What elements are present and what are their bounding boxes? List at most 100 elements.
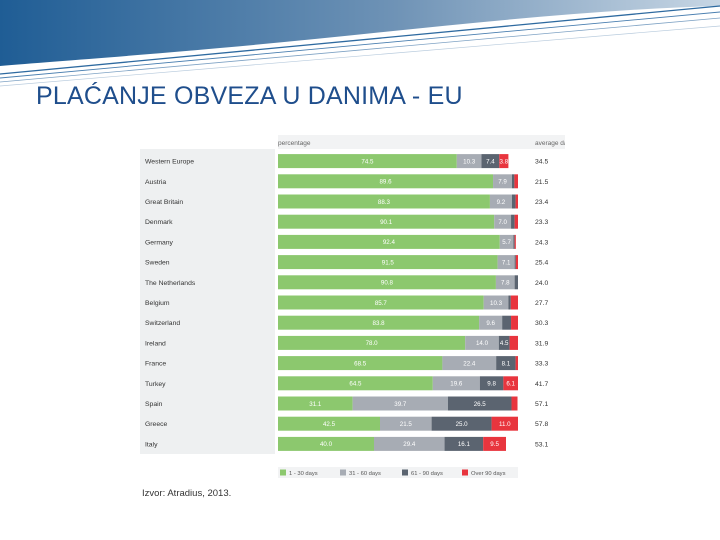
average-days-value: 34.5: [535, 159, 548, 166]
bar-segment: [431, 416, 492, 431]
bar-segment: [514, 214, 518, 229]
legend-swatch: [340, 469, 346, 476]
bar-segment: [278, 315, 480, 330]
bar-segment: [514, 234, 516, 249]
average-days-value: 24.3: [535, 239, 548, 246]
category-label: Italy: [145, 441, 158, 448]
bar-segment: [514, 275, 518, 290]
category-label: France: [145, 361, 166, 368]
bar-segment: [512, 174, 515, 189]
category-label: Switzerland: [145, 320, 180, 327]
category-label: Germany: [145, 239, 174, 246]
bar-segment: [278, 356, 443, 371]
category-label: Spain: [145, 401, 163, 408]
data-label: 7.8: [501, 280, 510, 287]
swoosh-band: [0, 0, 720, 66]
data-label: 6.1: [506, 381, 515, 388]
bar-segment: [479, 315, 503, 330]
data-label: 10.3: [463, 158, 476, 165]
legend-band: [278, 467, 518, 478]
category-label: Greece: [145, 421, 168, 428]
bar-segment: [447, 396, 512, 411]
data-label: 92.4: [383, 239, 396, 246]
bar-segment: [508, 295, 511, 310]
bar-segment: [496, 356, 516, 371]
data-label: 5.7: [502, 239, 511, 246]
data-label: 8.1: [502, 360, 511, 367]
bar-segment: [465, 335, 499, 350]
data-label: 9.2: [497, 199, 506, 206]
data-label: 29.4: [403, 441, 416, 448]
bar-segment: [442, 356, 497, 371]
average-days-value: 21.5: [535, 179, 548, 186]
data-label: 14.0: [476, 340, 489, 347]
percentage-header: percentage: [278, 140, 311, 147]
data-label: 91.5: [382, 259, 395, 266]
bar-segment: [495, 275, 515, 290]
bar-segment: [278, 194, 490, 209]
average-days-value: 27.7: [535, 300, 548, 307]
category-label: Austria: [145, 179, 166, 186]
data-label: 83.8: [373, 320, 386, 327]
bar-segment: [479, 376, 504, 391]
slide-title: PLAĆANJE OBVEZA U DANIMA - EU: [36, 82, 463, 110]
average-days-value: 31.9: [535, 340, 548, 347]
average-days-value: 57.8: [535, 421, 548, 428]
bar-segment: [493, 174, 512, 189]
bar-segment: [352, 396, 448, 411]
source-note: Izvor: Atradius, 2013.: [142, 488, 232, 499]
data-label: 25.0: [456, 421, 469, 428]
swoosh-line: [0, 17, 720, 83]
bar-segment: [483, 295, 509, 310]
bar-segment: [380, 416, 432, 431]
legend-swatch: [402, 469, 408, 476]
category-label: Belgium: [145, 300, 170, 307]
label-band: [140, 149, 275, 454]
bar-segment: [511, 396, 518, 411]
bar-segment: [278, 335, 466, 350]
bar-segment: [514, 174, 518, 189]
category-label: Turkey: [145, 381, 166, 388]
bar-segment: [278, 214, 495, 229]
data-label: 26.5: [474, 401, 487, 408]
category-label: Great Britain: [145, 199, 183, 206]
average-days-value: 24.0: [535, 280, 548, 287]
bar-segment: [278, 234, 500, 249]
header-band: [278, 135, 565, 149]
data-label: 7.0: [498, 219, 507, 226]
data-label: 39.7: [394, 401, 407, 408]
legend-swatch: [462, 469, 468, 476]
bar-segment: [509, 335, 518, 350]
data-label: 31.1: [309, 401, 322, 408]
bar-segment: [278, 396, 353, 411]
data-label: 11.0: [499, 421, 511, 428]
bar-segment: [483, 436, 506, 451]
average-days-header: average days: [535, 140, 565, 147]
average-days-value: 41.7: [535, 381, 548, 388]
data-label: 10.3: [490, 300, 503, 307]
average-days-value: 23.3: [535, 219, 548, 226]
bar-segment: [491, 416, 518, 431]
data-label: 7.9: [498, 179, 507, 186]
bar-segment: [278, 295, 484, 310]
decorative-swoosh: [0, 0, 720, 87]
category-label: Sweden: [145, 260, 170, 267]
bar-segment: [513, 234, 515, 249]
data-label: 40.0: [320, 441, 333, 448]
bar-segment: [515, 356, 518, 371]
category-label: Denmark: [145, 219, 173, 226]
average-days-value: 30.3: [535, 320, 548, 327]
data-label: 78.0: [366, 340, 379, 347]
legend-label: 31 - 60 days: [349, 471, 381, 477]
data-label: 3.8: [500, 158, 509, 165]
legend-swatch: [280, 469, 286, 476]
bar-segment: [374, 436, 445, 451]
stacked-bar-chart: percentage average days Western Europe 74.5…: [140, 135, 565, 478]
bar-segment: [511, 214, 515, 229]
data-label: 7.4: [486, 158, 495, 165]
data-label: 68.5: [354, 360, 367, 367]
bar-segment: [494, 214, 512, 229]
bar-segment: [503, 376, 518, 391]
data-label: 16.1: [458, 441, 471, 448]
bar-segment: [497, 255, 515, 270]
